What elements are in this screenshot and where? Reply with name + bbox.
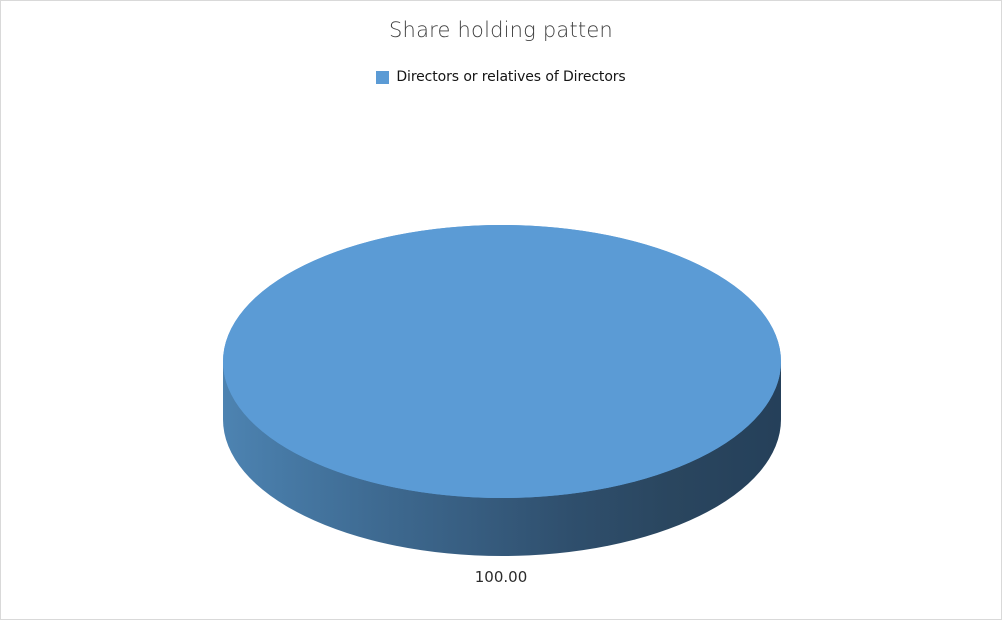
legend-square-icon bbox=[376, 70, 390, 84]
pie-chart-3d bbox=[223, 225, 781, 556]
chart-legend: Directors or relatives of Directors bbox=[1, 69, 1001, 85]
chart-title: Share holding patten bbox=[389, 18, 613, 42]
pie-slice-top-face[interactable] bbox=[223, 225, 781, 498]
legend-item-directors[interactable]: Directors or relatives of Directors bbox=[376, 69, 626, 85]
pie-data-label: 100.00 bbox=[474, 568, 528, 586]
legend-item-label: Directors or relatives of Directors bbox=[396, 69, 626, 85]
